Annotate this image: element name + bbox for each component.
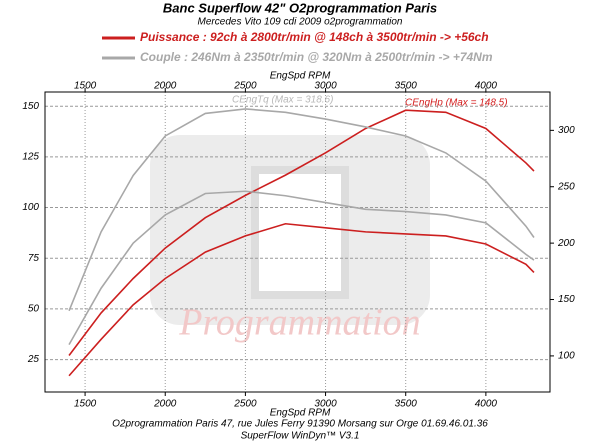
series-line [68, 190, 535, 346]
x-tick-label: 3500 [395, 81, 418, 92]
chart-subtitle: Mercedes Vito 109 cdi 2009 o2programmati… [198, 17, 403, 28]
x-axis-label: EngSpd RPM [270, 408, 331, 419]
annotation: CEngTq (Max = 318.6) [232, 95, 333, 106]
footer: O2programmation Paris 47, rue Jules Ferr… [112, 419, 488, 430]
x-tick-label: 2500 [233, 399, 257, 410]
x-tick-label: 1500 [74, 81, 97, 92]
y2-tick-label: 250 [557, 181, 575, 192]
x-tick-label: 3000 [314, 81, 337, 92]
y-tick-label: 100 [22, 202, 39, 213]
x-tick-label: 1500 [74, 399, 97, 410]
legend-label: Couple : 246Nm à 2350tr/min @ 320Nm à 25… [140, 50, 493, 64]
x-tick-label: 2000 [153, 81, 177, 92]
y2-tick-label: 100 [558, 351, 575, 362]
x-tick-label: 4000 [475, 81, 498, 92]
x-tick-label: 3500 [395, 399, 418, 410]
y-tick-label: 50 [28, 304, 40, 315]
y-tick-label: 125 [22, 152, 39, 163]
y2-tick-label: 150 [558, 294, 575, 305]
x-tick-label: 2500 [233, 81, 257, 92]
y2-tick-label: 300 [558, 125, 575, 136]
x-tick-label: 4000 [475, 399, 498, 410]
x-tick-label: 3000 [314, 399, 337, 410]
series-line [68, 109, 535, 356]
y-tick-label: 150 [22, 101, 39, 112]
series-line [68, 222, 535, 377]
annotation: CEngHp (Max = 148.5) [405, 98, 508, 109]
y2-tick-label: 200 [557, 238, 575, 249]
x-axis-label: EngSpd RPM [270, 71, 331, 82]
watermark: Programmation [178, 302, 420, 344]
x-tick-label: 2000 [153, 399, 177, 410]
chart-title: Banc Superflow 42" O2programmation Paris [163, 0, 437, 15]
watermark-logo [251, 166, 349, 299]
footer: SuperFlow WinDyn™ V3.1 [241, 431, 360, 442]
plot-frame [44, 91, 551, 393]
legend-label: Puissance : 92ch à 2800tr/min @ 148ch à … [140, 30, 489, 44]
y-tick-label: 75 [28, 253, 40, 264]
series-line [68, 108, 535, 312]
y-tick-label: 25 [27, 354, 40, 365]
